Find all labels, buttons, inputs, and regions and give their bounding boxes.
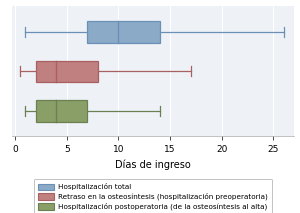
Bar <box>87 21 160 43</box>
X-axis label: Días de ingreso: Días de ingreso <box>115 160 191 170</box>
Legend: Hospitalización total, Retraso en la osteosíntesis (hospitalización preoperatori: Hospitalización total, Retraso en la ost… <box>34 179 272 213</box>
Bar <box>36 60 98 82</box>
Bar <box>36 100 87 122</box>
